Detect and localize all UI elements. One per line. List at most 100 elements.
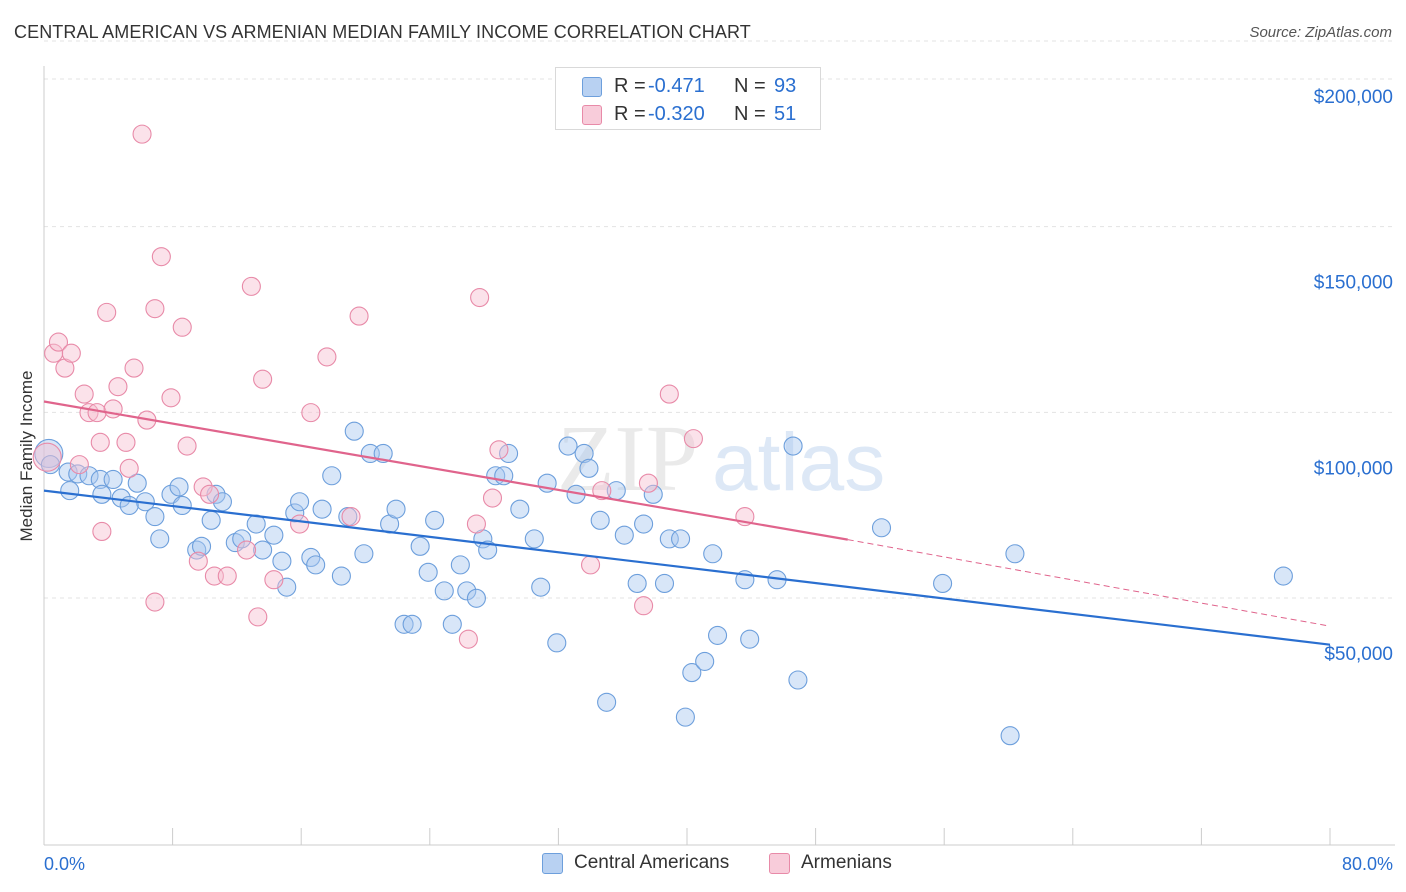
point-armenians (172, 317, 192, 337)
point-central-americans (933, 573, 953, 593)
point-central-americans (450, 555, 470, 575)
point-central-americans (425, 510, 445, 530)
point-central-americans (434, 581, 454, 601)
points-armenians (32, 124, 755, 649)
stats-row-central-americans: R = -0.471 N = 93 (556, 72, 820, 102)
point-central-americans (60, 481, 80, 501)
legend-swatch-central-americans (542, 853, 563, 874)
point-armenians (592, 481, 612, 501)
point-armenians (634, 596, 654, 616)
point-central-americans (394, 614, 414, 634)
r-label: R = (614, 103, 646, 125)
point-central-americans (707, 625, 728, 645)
point-central-americans (169, 477, 189, 497)
point-armenians (116, 432, 136, 452)
point-armenians (177, 436, 197, 456)
point-central-americans (634, 514, 654, 534)
point-armenians (489, 440, 509, 460)
point-central-americans (312, 499, 332, 519)
point-central-americans (442, 614, 462, 634)
point-central-americans (695, 651, 715, 671)
point-central-americans (783, 436, 803, 456)
point-armenians (200, 484, 220, 504)
point-central-americans (579, 458, 599, 478)
trend-lines (43, 400, 1331, 646)
point-central-americans (627, 573, 647, 593)
x-tick-label-right: 80.0% (1342, 854, 1393, 874)
point-armenians (466, 514, 486, 534)
point-central-americans (457, 581, 477, 601)
point-armenians (193, 477, 213, 497)
point-armenians (161, 388, 181, 408)
point-armenians (92, 521, 112, 542)
zipatlas-watermark: ZIP atlas (557, 407, 885, 511)
point-central-americans (703, 544, 723, 564)
point-armenians (253, 369, 273, 389)
y-tick-label: $50,000 (1324, 644, 1393, 665)
point-central-americans (150, 529, 170, 549)
r-value: -0.471 (648, 75, 705, 97)
point-central-americans (654, 573, 675, 593)
point-central-americans (510, 499, 530, 519)
point-armenians (470, 287, 490, 308)
point-armenians (638, 473, 658, 493)
point-central-americans (671, 529, 691, 549)
n-label: N = (734, 103, 766, 125)
point-central-americans (1005, 544, 1025, 564)
point-central-americans (58, 462, 78, 482)
trend-line-armenians-extension (847, 539, 1331, 627)
r-value: -0.320 (648, 103, 705, 125)
series-legend: Central Americans Armenians (0, 851, 1406, 877)
point-central-americans (145, 507, 165, 527)
point-armenians (90, 432, 110, 452)
point-central-americans (264, 525, 284, 545)
point-central-americans (322, 466, 342, 486)
point-armenians (145, 299, 165, 319)
point-armenians (119, 458, 139, 478)
x-tick-label-left: 0.0% (44, 854, 85, 874)
n-value: 51 (774, 103, 797, 125)
point-armenians (458, 629, 478, 649)
point-central-americans (643, 484, 663, 504)
point-central-americans (127, 473, 147, 493)
point-armenians (132, 124, 152, 144)
axes (43, 66, 1395, 846)
point-central-americans (201, 510, 221, 530)
point-armenians (61, 343, 81, 363)
point-central-americans (788, 670, 808, 690)
point-armenians (301, 403, 321, 423)
point-central-americans (614, 525, 634, 545)
n-value: 93 (774, 75, 797, 97)
point-armenians (97, 302, 117, 322)
trend-line-central-americans (43, 489, 1331, 646)
watermark-atlas: atlas (712, 417, 885, 508)
point-armenians (108, 377, 128, 397)
point-central-americans (386, 499, 406, 519)
y-tick-label: $100,000 (1314, 458, 1393, 479)
point-central-americans (558, 436, 578, 456)
point-central-americans (1000, 726, 1020, 746)
point-armenians (341, 507, 361, 527)
point-central-americans (466, 588, 486, 608)
legend-label: Armenians (801, 852, 892, 873)
legend-swatch-armenians (769, 853, 790, 874)
point-central-americans (232, 529, 252, 549)
point-central-americans (191, 536, 212, 556)
point-central-americans (92, 484, 112, 504)
point-central-americans (659, 529, 679, 549)
point-armenians (124, 358, 144, 378)
point-central-americans (410, 536, 430, 556)
point-central-americans (344, 421, 364, 441)
point-armenians (236, 540, 257, 560)
point-central-americans (285, 503, 305, 523)
point-central-americans (272, 551, 292, 571)
point-armenians (69, 455, 89, 475)
point-armenians (248, 607, 268, 627)
point-armenians (48, 332, 69, 352)
swatch-central-americans (582, 77, 602, 97)
point-armenians (151, 247, 171, 267)
y-axis-label: Median Family Income (17, 370, 36, 541)
y-tick-label: $200,000 (1314, 87, 1393, 108)
point-central-americans (574, 443, 594, 464)
